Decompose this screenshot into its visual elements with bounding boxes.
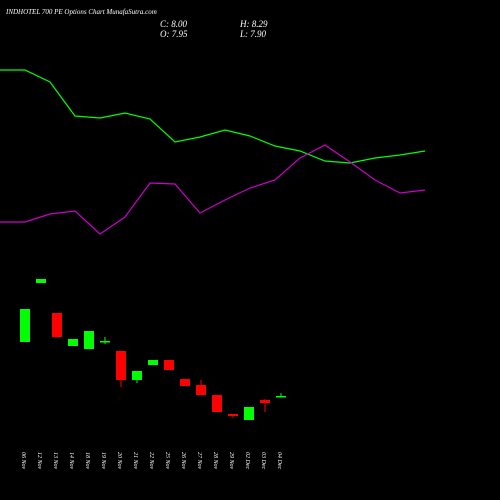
- x-tick-label: 03 Dec: [260, 452, 266, 469]
- ohlc-label: H: 8.29: [239, 19, 268, 29]
- line-series: [0, 144, 426, 235]
- candle-body: [20, 309, 30, 342]
- ohlc-label: C: 8.00: [160, 19, 188, 29]
- candle-body: [100, 341, 110, 343]
- x-tick-label: 25 Nov: [164, 452, 170, 470]
- x-tick-label: 27 Nov: [196, 452, 202, 470]
- x-tick-label: 21 Nov: [132, 452, 138, 470]
- candle-body: [68, 339, 78, 346]
- candle-body: [260, 400, 270, 403]
- x-tick-label: 18 Nov: [84, 452, 90, 470]
- x-tick-label: 06 Nov: [20, 452, 26, 470]
- ohlc-label: O: 7.95: [160, 29, 188, 39]
- x-tick-label: 22 Nov: [148, 452, 154, 470]
- x-tick-label: 20 Nov: [116, 452, 122, 470]
- chart-title: INDHOTEL 700 PE Options Chart MunafaSutr…: [5, 8, 157, 16]
- candle-body: [180, 379, 190, 386]
- candle-body: [36, 279, 46, 283]
- candle-body: [228, 414, 238, 416]
- candle-body: [148, 360, 158, 365]
- x-tick-label: 26 Nov: [180, 452, 186, 470]
- candle-body: [244, 407, 254, 420]
- x-tick-label: 19 Nov: [100, 452, 106, 470]
- line-series: [0, 69, 426, 164]
- candle-body: [196, 385, 206, 395]
- x-tick-label: 02 Dec: [244, 452, 250, 469]
- x-tick-label: 12 Nov: [36, 452, 42, 470]
- x-tick-label: 14 Nov: [68, 452, 75, 470]
- x-tick-label: 29 Nov: [228, 452, 234, 470]
- candle-body: [52, 313, 62, 337]
- x-tick-label: 13 Nov: [52, 452, 58, 470]
- candle-body: [132, 371, 142, 380]
- x-tick-label: 04 Dec: [276, 452, 283, 469]
- ohlc-label: L: 7.90: [239, 29, 267, 39]
- candle-body: [84, 331, 94, 349]
- candle-body: [276, 396, 286, 398]
- candle-body: [164, 360, 174, 370]
- candle-body: [212, 395, 222, 412]
- candle-body: [116, 351, 126, 380]
- x-tick-label: 28 Nov: [212, 452, 218, 470]
